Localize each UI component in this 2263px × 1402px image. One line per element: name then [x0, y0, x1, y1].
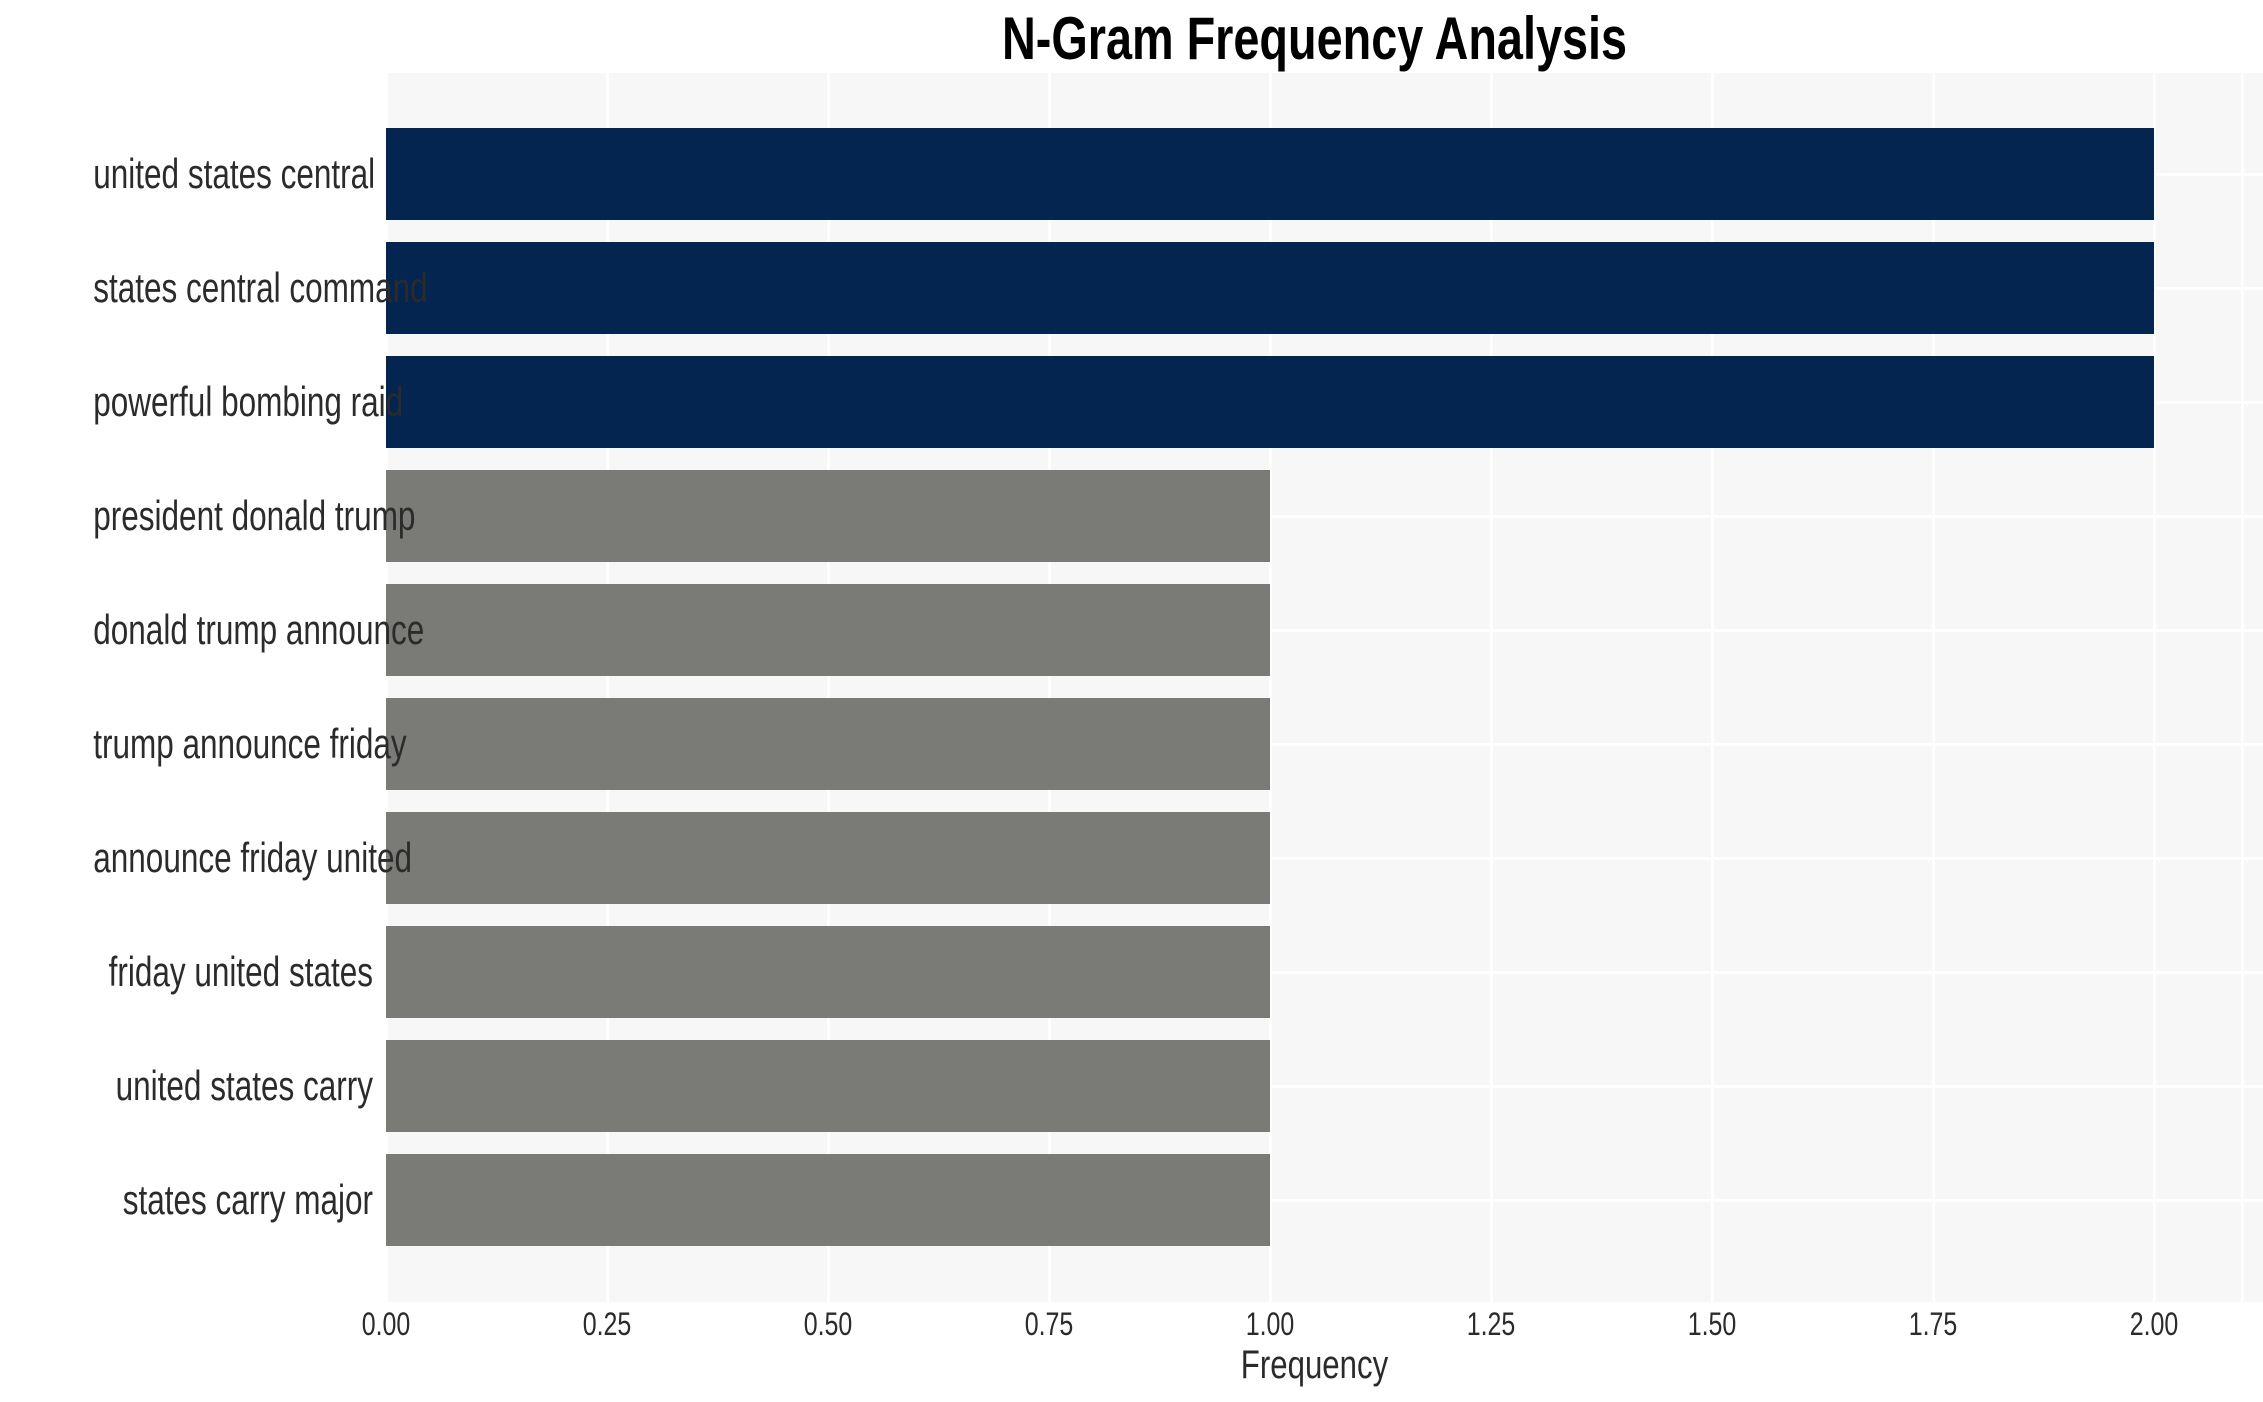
y-tick-label: powerful bombing raid — [93, 378, 404, 425]
y-gridline — [386, 1198, 2263, 1202]
x-tick-label: 1.75 — [1908, 1306, 1958, 1342]
bar — [386, 128, 2154, 220]
plot-area — [384, 73, 2263, 1302]
y-tick-label: donald trump announce — [93, 606, 425, 653]
y-gridline — [386, 742, 2263, 746]
x-gridline — [1931, 73, 1935, 1302]
x-tick-label: 0.75 — [1024, 1306, 1074, 1342]
x-gridline — [1710, 73, 1714, 1302]
x-gridline — [1047, 73, 1051, 1302]
x-tick-label: 1.00 — [1245, 1306, 1295, 1342]
bar — [386, 1040, 1270, 1132]
y-tick-label: states carry major — [122, 1176, 373, 1223]
chart-title: N-Gram Frequency Analysis — [1001, 5, 1628, 72]
x-tick-label: 1.50 — [1687, 1306, 1737, 1342]
x-gridline — [2240, 73, 2244, 1302]
x-gridline — [1268, 73, 1272, 1302]
y-gridline — [386, 970, 2263, 974]
bar — [386, 926, 1270, 1018]
x-gridline — [2152, 73, 2156, 1302]
bar — [386, 470, 1270, 562]
x-tick-label: 0.25 — [582, 1306, 632, 1342]
y-tick-label: friday united states — [108, 948, 373, 995]
y-tick-label: states central command — [93, 264, 428, 311]
y-gridline — [386, 628, 2263, 632]
x-tick-label: 1.25 — [1466, 1306, 1516, 1342]
y-gridline — [386, 856, 2263, 860]
bar — [386, 812, 1270, 904]
y-gridline — [386, 514, 2263, 518]
y-tick-label: president donald trump — [93, 492, 416, 539]
bar — [386, 242, 2154, 334]
y-tick-label: united states carry — [115, 1062, 373, 1109]
x-axis-title: Frequency — [1240, 1343, 1389, 1387]
bar — [386, 584, 1270, 676]
bar — [386, 1154, 1270, 1246]
bar — [386, 698, 1270, 790]
x-gridline — [1489, 73, 1493, 1302]
x-tick-label: 0.50 — [803, 1306, 853, 1342]
x-gridline — [826, 73, 830, 1302]
x-gridline — [605, 73, 609, 1302]
y-tick-label: united states central — [93, 150, 376, 197]
bar — [386, 356, 2154, 448]
x-tick-label: 0.00 — [361, 1306, 411, 1342]
y-tick-label: trump announce friday — [93, 720, 407, 767]
y-tick-label: announce friday united — [93, 834, 412, 881]
x-gridline — [384, 73, 388, 1302]
y-gridline — [386, 1084, 2263, 1088]
x-tick-label: 2.00 — [2129, 1306, 2179, 1342]
